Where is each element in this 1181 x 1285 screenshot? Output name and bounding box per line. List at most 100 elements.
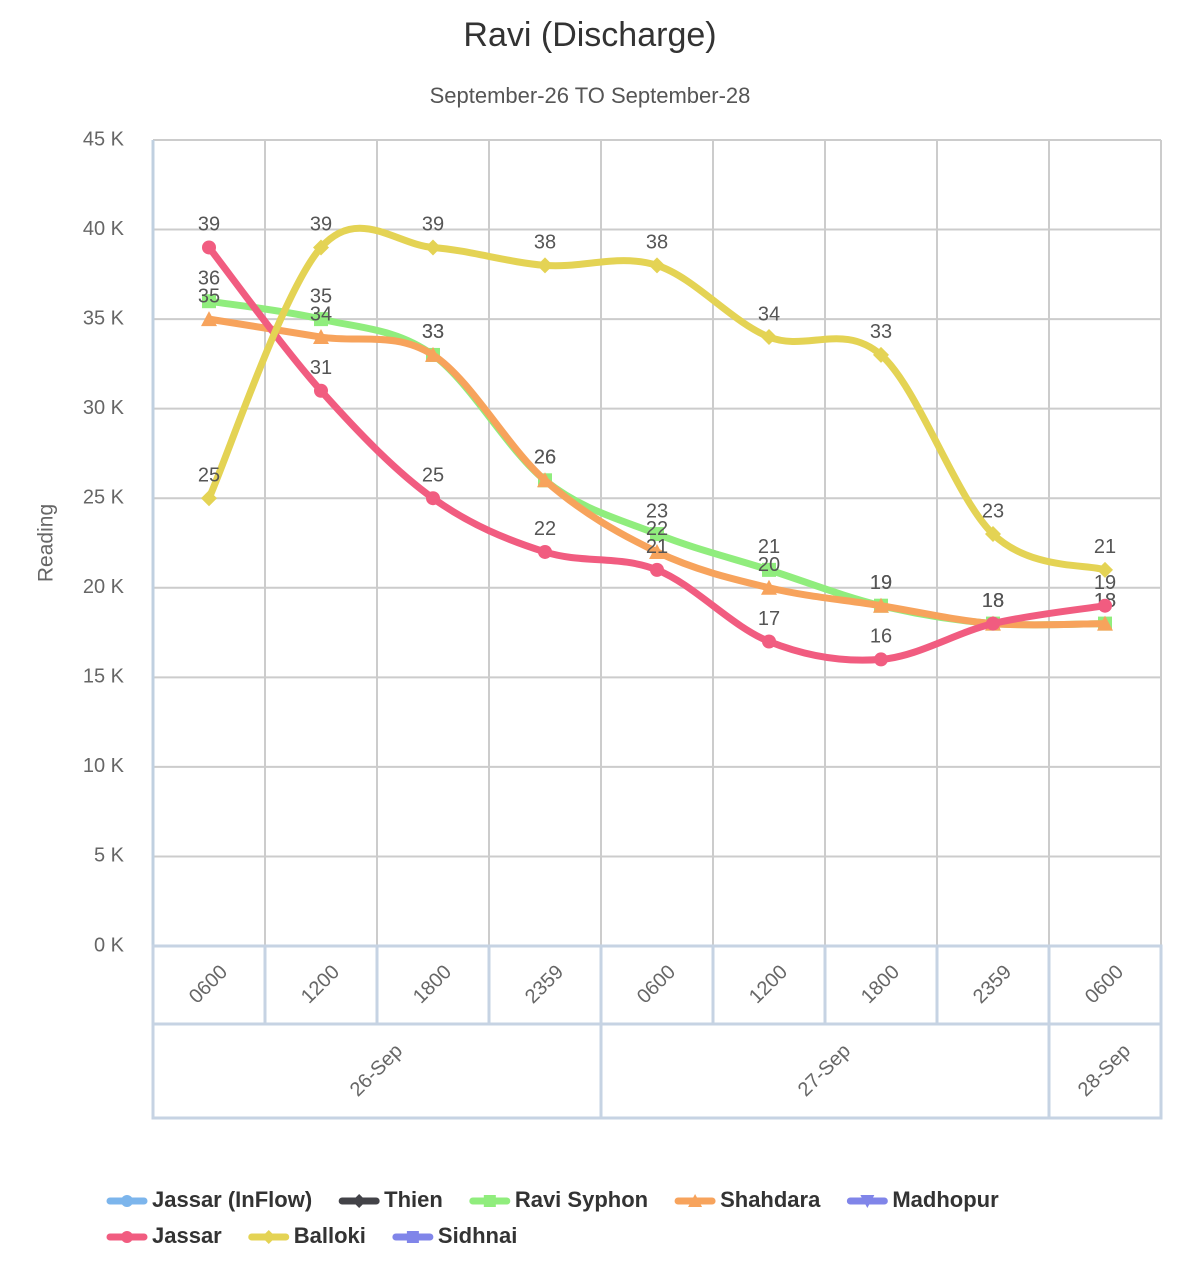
data-label: 33: [870, 321, 892, 343]
data-label: 18: [982, 590, 1004, 612]
marker: [314, 312, 328, 327]
x-tick-label: 0600: [185, 961, 232, 1008]
legend-item: Balloki: [248, 1223, 366, 1248]
legend-item: Jassar: [106, 1223, 222, 1248]
data-label: 35: [198, 285, 220, 307]
data-label: 25: [198, 465, 220, 487]
data-label: 21: [758, 536, 780, 558]
x-tick-label: 0600: [633, 961, 680, 1008]
marker: [762, 562, 776, 577]
data-label: 36: [198, 267, 220, 289]
marker: [202, 294, 216, 309]
legend-label: Balloki: [294, 1223, 366, 1248]
marker: [761, 579, 777, 595]
data-label: 38: [646, 232, 668, 254]
data-label: 19: [870, 572, 892, 594]
marker: [1097, 615, 1113, 631]
marker: [761, 329, 777, 346]
y-tick-label: 5 K: [94, 845, 125, 867]
marker: [986, 616, 1000, 631]
data-label: 39: [422, 214, 444, 236]
data-label: 26: [534, 447, 556, 469]
x-tick-label: 1800: [857, 961, 904, 1008]
data-label: 20: [758, 554, 780, 576]
group-label: 27-Sep: [794, 1040, 855, 1101]
series-line: [205, 243, 1109, 664]
x-tick-label: 2359: [969, 961, 1016, 1008]
marker: [874, 652, 888, 667]
marker: [483, 1195, 496, 1207]
data-label: 16: [870, 626, 892, 648]
legend-item: Jassar (InFlow): [106, 1187, 312, 1212]
y-tick-label: 15 K: [83, 666, 125, 688]
data-label: 21: [1094, 536, 1116, 558]
y-tick-label: 20 K: [83, 576, 125, 598]
x-tick-label: 1800: [409, 961, 456, 1008]
marker: [121, 1231, 133, 1243]
legend-item: Madhopur: [846, 1187, 999, 1212]
data-label: 23: [982, 500, 1004, 522]
data-label: 39: [310, 214, 332, 236]
legend-label: Thien: [384, 1187, 443, 1212]
marker: [985, 526, 1001, 543]
series: 25 39 39 38 38 34 33 23 21: [198, 214, 1116, 578]
legend-item: Shahdara: [674, 1187, 821, 1212]
marker: [649, 257, 665, 274]
chart-title: Ravi (Discharge): [463, 16, 716, 54]
marker: [650, 527, 664, 542]
data-label: 25: [422, 465, 444, 487]
marker: [762, 634, 776, 649]
y-tick-label: 40 K: [83, 218, 125, 240]
y-tick-label: 30 K: [83, 397, 125, 419]
marker: [538, 544, 552, 559]
y-tick-label: 10 K: [83, 755, 125, 777]
series: 353433262220191818: [198, 285, 1116, 631]
data-label: 21: [646, 536, 668, 558]
data-label: 34: [310, 303, 332, 325]
marker: [873, 346, 889, 363]
marker: [313, 329, 329, 345]
legend-label: Jassar: [152, 1223, 222, 1248]
data-label: 22: [534, 518, 556, 540]
legend-item: Sidhnai: [392, 1223, 517, 1248]
data-label: 39: [198, 214, 220, 236]
group-label: 26-Sep: [346, 1040, 407, 1101]
y-tick-label: 0 K: [94, 934, 125, 956]
legend-label: Madhopur: [892, 1187, 999, 1212]
data-label: 18: [982, 590, 1004, 612]
x-tick-label: 1200: [745, 961, 792, 1008]
marker: [121, 1195, 133, 1207]
data-label: 33: [422, 321, 444, 343]
data-label: 38: [534, 232, 556, 254]
data-label: 22: [646, 518, 668, 540]
marker: [201, 311, 217, 327]
marker: [314, 383, 328, 398]
data-label: 19: [870, 572, 892, 594]
data-label: 19: [1094, 572, 1116, 594]
data-label: 23: [646, 500, 668, 522]
marker: [425, 239, 441, 256]
marker: [426, 491, 440, 506]
marker: [425, 346, 441, 362]
marker: [873, 597, 889, 613]
data-label: 26: [534, 447, 556, 469]
marker: [688, 1194, 703, 1207]
marker: [860, 1195, 875, 1208]
data-label: 34: [758, 303, 780, 325]
x-tick-label: 1200: [297, 961, 344, 1008]
marker: [537, 472, 553, 488]
legend-label: Ravi Syphon: [515, 1187, 648, 1212]
marker: [201, 490, 217, 507]
chart-subtitle: September-26 TO September-28: [430, 83, 751, 108]
data-label: 18: [982, 590, 1004, 612]
category-frame: [151, 944, 1163, 1120]
legend-item: Thien: [338, 1187, 443, 1212]
data-label: 17: [758, 608, 780, 630]
data-label: 31: [310, 357, 332, 379]
marker: [406, 1231, 419, 1243]
marker: [649, 543, 665, 559]
y-tick-label: 35 K: [83, 307, 125, 329]
